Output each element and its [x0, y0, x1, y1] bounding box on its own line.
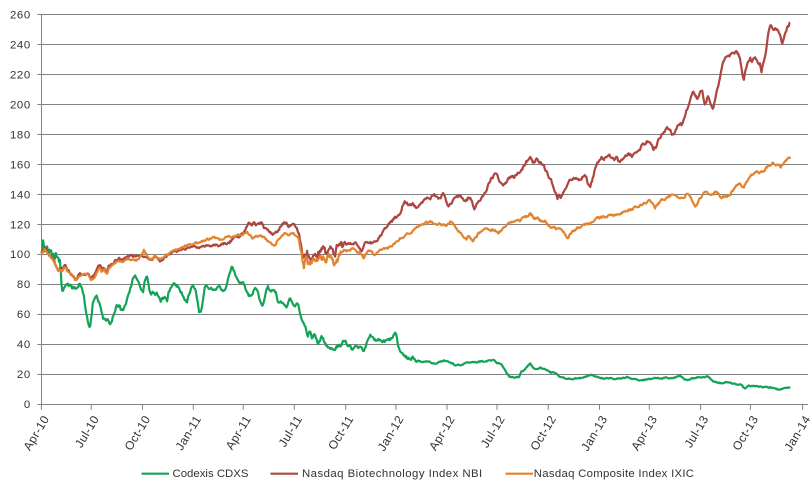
svg-text:140: 140 [10, 189, 31, 201]
svg-text:Nasdaq Composite Index IXIC: Nasdaq Composite Index IXIC [534, 468, 695, 480]
svg-text:Codexis CDXS: Codexis CDXS [173, 468, 249, 480]
svg-text:80: 80 [17, 279, 31, 291]
svg-text:220: 220 [10, 70, 31, 82]
svg-text:60: 60 [17, 309, 31, 321]
svg-text:Nasdaq Biotechnology Index NBI: Nasdaq Biotechnology Index NBI [302, 468, 483, 480]
svg-text:20: 20 [17, 369, 31, 381]
svg-text:40: 40 [17, 339, 31, 351]
svg-text:180: 180 [10, 129, 31, 141]
svg-text:240: 240 [10, 40, 31, 52]
svg-text:160: 160 [10, 159, 31, 171]
svg-text:120: 120 [10, 219, 31, 231]
svg-text:260: 260 [10, 10, 31, 22]
svg-text:200: 200 [10, 100, 31, 112]
svg-text:100: 100 [10, 249, 31, 261]
svg-text:0: 0 [24, 399, 31, 411]
